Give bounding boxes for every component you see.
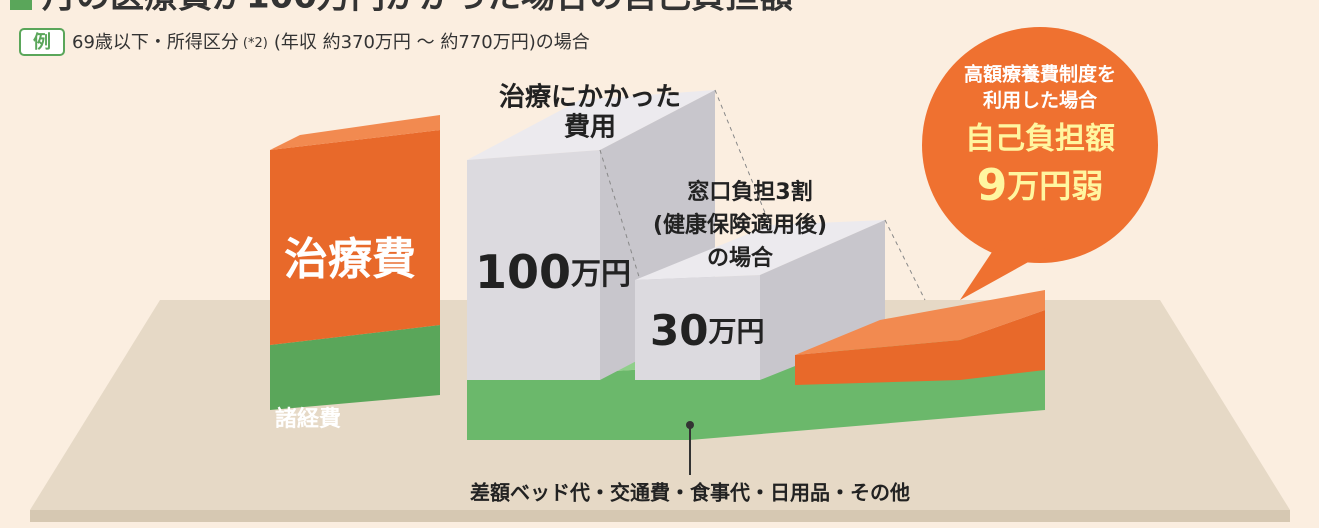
bubble-number: 9	[977, 160, 1008, 211]
infographic: 月の医療費が100万円かかった場合の自己負担額 例 69歳以下・所得区分 (*2)…	[0, 0, 1319, 528]
bubble-highlight: 自己負担額	[965, 122, 1115, 157]
bubble-amount: 9万円弱	[977, 160, 1104, 211]
condition-text: 69歳以下・所得区分	[72, 32, 239, 53]
bubble-line: 利用した場合	[983, 89, 1098, 112]
cost-caption: 費用	[564, 113, 616, 143]
badge-text: 例	[33, 31, 51, 53]
left-label: 治療費	[284, 234, 416, 285]
income: (年収 約370万円 〜 約770万円)の場合	[274, 32, 590, 53]
bubble-unit: 万円弱	[1007, 167, 1103, 205]
other-costs: 差額ベッド代・交通費・食事代・日用品・その他	[470, 481, 910, 505]
note: (*2)	[243, 36, 268, 51]
base-label: 諸経費	[275, 406, 341, 432]
cost-unit: 万円	[571, 257, 631, 292]
cost-number: 100	[475, 245, 571, 299]
copay-unit: 万円	[708, 315, 764, 348]
pointer-dot	[686, 421, 694, 429]
cost-caption: 治療にかかった	[499, 83, 681, 113]
copay-caption: 窓口負担3割	[687, 179, 812, 205]
title-marker	[10, 0, 32, 10]
title: 月の医療費が100万円かかった場合の自己負担額	[42, 0, 793, 17]
condition: 69歳以下・所得区分 (*2) (年収 約370万円 〜 約770万円)の場合	[72, 32, 590, 53]
platform-edge	[30, 510, 1290, 522]
copay-caption: (健康保険適用後)	[653, 212, 827, 238]
copay-number: 30	[650, 306, 708, 355]
copay-caption: の場合	[707, 245, 774, 271]
bubble-line: 高額療養費制度を	[964, 63, 1116, 86]
